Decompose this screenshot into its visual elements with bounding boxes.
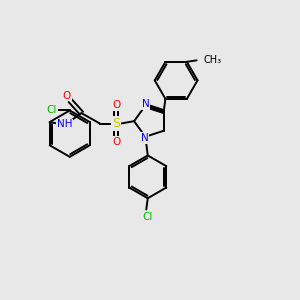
Text: O: O	[112, 137, 120, 147]
Text: NH: NH	[57, 119, 73, 129]
Text: Cl: Cl	[47, 106, 57, 116]
Text: N: N	[141, 133, 149, 143]
Text: S: S	[112, 117, 120, 130]
Text: Cl: Cl	[142, 212, 153, 222]
Text: O: O	[112, 100, 120, 110]
Text: N: N	[142, 99, 149, 109]
Text: CH₃: CH₃	[203, 55, 222, 65]
Text: O: O	[62, 91, 71, 100]
